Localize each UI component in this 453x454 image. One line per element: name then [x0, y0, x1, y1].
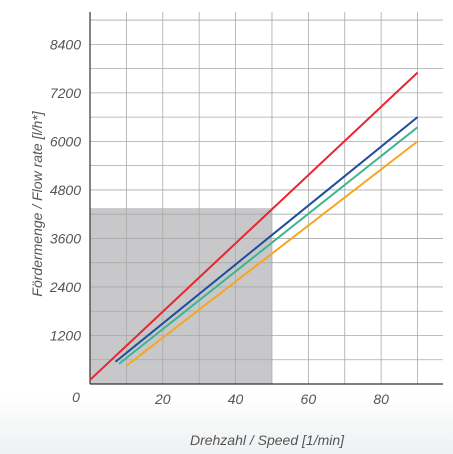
y-tick-label: 4800	[50, 182, 81, 198]
series-line-3	[118, 126, 419, 365]
axis-layer	[89, 12, 443, 385]
x-tick-label: 80	[373, 391, 389, 407]
x-axis-title: Drehzahl / Speed [1/min]	[190, 432, 345, 448]
y-tick-label: 8400	[50, 36, 81, 52]
y-tick-label: 6000	[50, 133, 81, 149]
y-tick-label: 3600	[50, 230, 81, 246]
series-line-2	[114, 116, 419, 363]
y-tick-label: 2400	[49, 279, 81, 295]
x-tick-label: 40	[228, 391, 244, 407]
series-layer	[89, 71, 419, 381]
series-line-1	[89, 71, 419, 381]
y-tick-label: 7200	[50, 85, 81, 101]
series-line-4	[125, 140, 419, 367]
y-tick-label: 1200	[50, 327, 81, 343]
x-tick-label: 0	[72, 389, 80, 405]
tick-label-layer: 1200 2400 3600 4800 6000 7200 8400 0 20 40 60 80	[49, 36, 389, 407]
x-tick-label: 60	[301, 391, 317, 407]
x-tick-label: 20	[154, 391, 171, 407]
y-axis-title: Fördermenge / Flow rate [l/h*]	[29, 110, 45, 296]
